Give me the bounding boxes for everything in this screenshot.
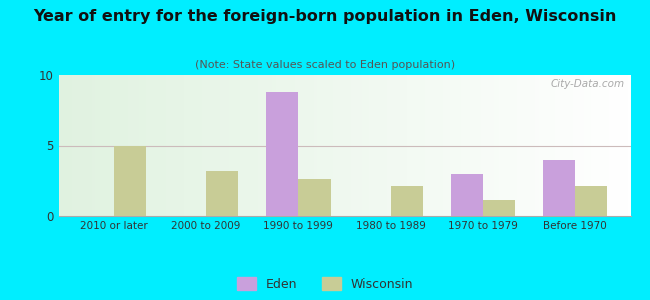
Bar <box>206 171 239 216</box>
Bar <box>114 146 146 216</box>
Bar <box>450 174 483 216</box>
Bar <box>483 200 515 216</box>
Legend: Eden, Wisconsin: Eden, Wisconsin <box>237 277 413 291</box>
Bar <box>543 160 575 216</box>
Bar <box>391 186 423 216</box>
Text: City-Data.com: City-Data.com <box>551 79 625 89</box>
Bar <box>298 179 331 216</box>
Text: Year of entry for the foreign-born population in Eden, Wisconsin: Year of entry for the foreign-born popul… <box>33 9 617 24</box>
Bar <box>266 92 298 216</box>
Bar <box>575 186 608 216</box>
Text: (Note: State values scaled to Eden population): (Note: State values scaled to Eden popul… <box>195 60 455 70</box>
